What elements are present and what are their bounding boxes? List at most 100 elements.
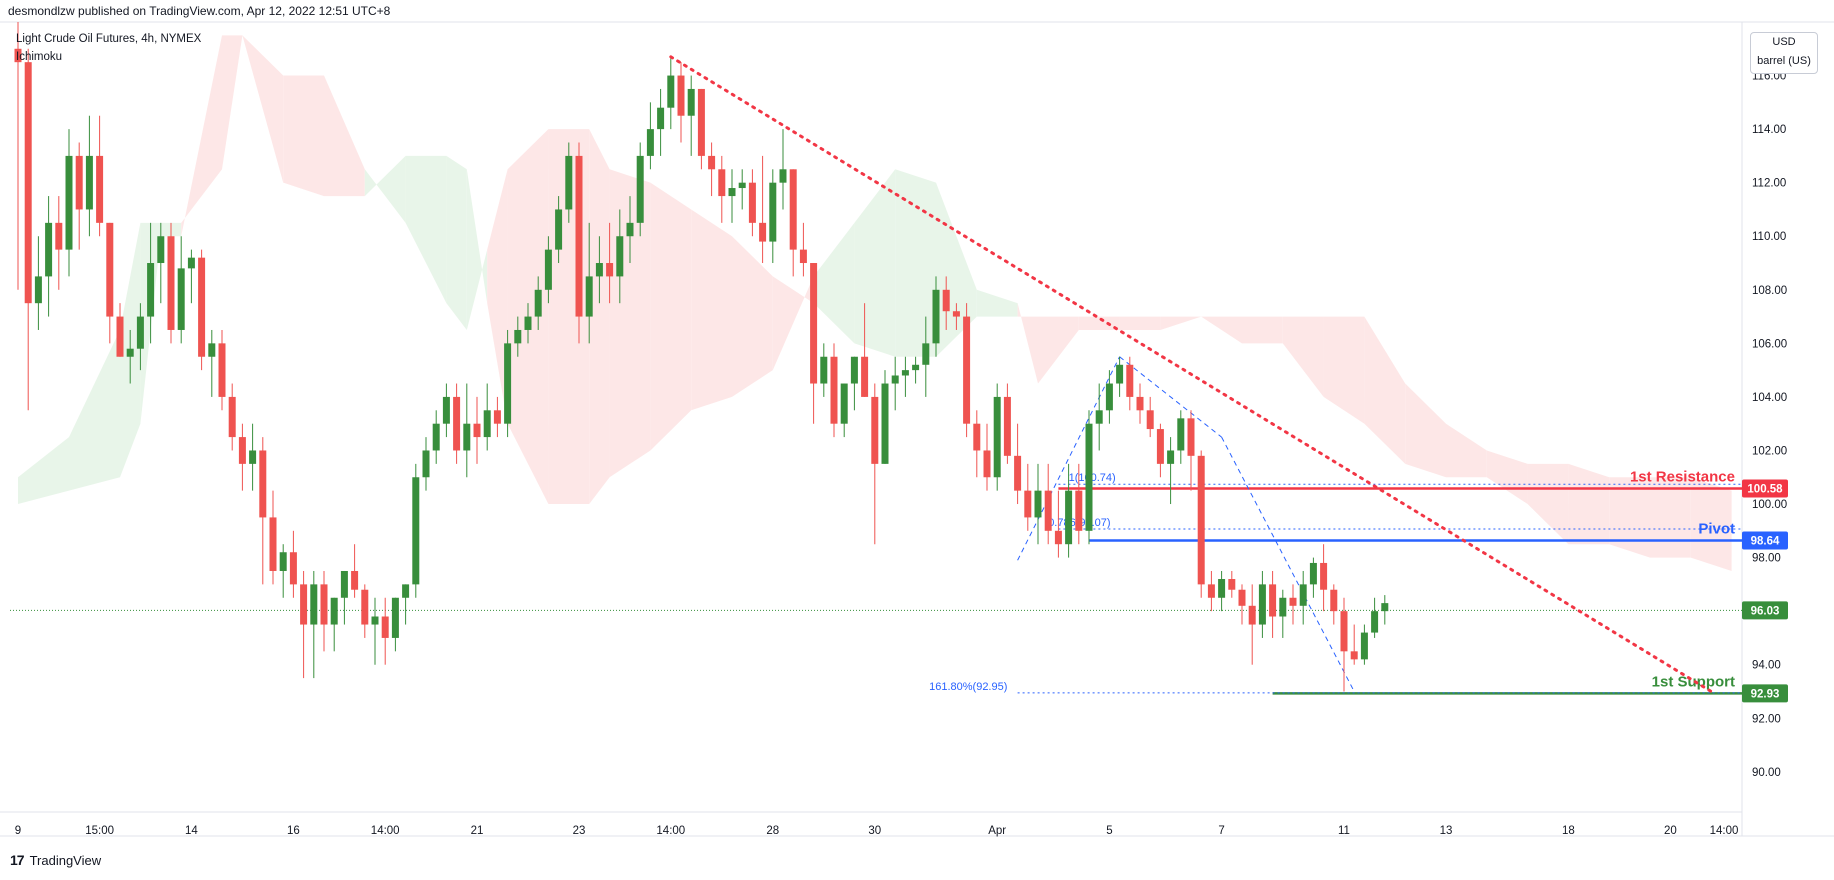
candle <box>1167 437 1175 505</box>
candle <box>1238 584 1246 625</box>
cloud-segment <box>589 129 610 505</box>
cloud-segment <box>1201 316 1242 344</box>
candle-body <box>402 584 410 598</box>
candle <box>228 383 236 451</box>
badge-value: 92.93 <box>1751 688 1780 700</box>
candle-body <box>351 570 359 590</box>
candle-body <box>1299 584 1307 606</box>
candle <box>1024 463 1032 531</box>
candle-body <box>1156 429 1164 464</box>
candle <box>157 222 165 304</box>
candle <box>330 597 338 652</box>
symbol-title[interactable]: Light Crude Oil Futures, 4h, NYMEX <box>16 33 202 45</box>
candle <box>983 423 991 491</box>
candle <box>973 410 981 478</box>
candle-body <box>1279 597 1287 617</box>
candle <box>881 370 889 464</box>
candle-body <box>759 222 767 242</box>
price-axis: 116.00114.00112.00110.00108.00106.00104.… <box>1752 71 1787 779</box>
candle-body <box>1075 490 1083 531</box>
badge-value: 98.64 <box>1751 535 1780 547</box>
cloud-segment <box>895 169 936 357</box>
time-tick-label: 13 <box>1440 825 1453 837</box>
candle <box>147 222 155 344</box>
level-name-label: Pivot <box>1698 520 1735 537</box>
cloud-segment <box>364 155 406 223</box>
currency-unit-selector[interactable]: USD barrel (US) <box>1750 32 1818 74</box>
candle-body <box>34 276 42 304</box>
candle-body <box>1371 611 1379 633</box>
candle-body <box>1238 589 1246 606</box>
candle <box>871 383 879 545</box>
candle <box>575 142 583 344</box>
candle-body <box>1085 423 1093 531</box>
cloud-segment <box>1405 383 1446 478</box>
candle-body <box>1248 605 1256 625</box>
candle <box>850 356 858 411</box>
candle-body <box>901 370 909 376</box>
candle-body <box>769 182 777 242</box>
candle-body <box>861 356 869 397</box>
candle-body <box>1350 651 1358 660</box>
candle <box>1360 624 1368 665</box>
candle-body <box>24 62 32 304</box>
candle <box>963 303 971 438</box>
cloud-segment <box>487 169 508 424</box>
candle <box>1330 584 1338 625</box>
candle <box>24 48 32 411</box>
indicator-label[interactable]: Ichimoku <box>16 51 63 63</box>
candle-body <box>381 616 389 638</box>
price-tick-label: 102.00 <box>1752 445 1787 457</box>
cloud-segment <box>1160 316 1202 330</box>
candle <box>595 236 603 304</box>
candle <box>1289 584 1297 625</box>
cloud-segment <box>1119 316 1161 330</box>
candle-body <box>65 155 73 250</box>
candle <box>728 169 736 223</box>
candle-body <box>432 423 440 451</box>
candle-body <box>1116 364 1124 384</box>
candle-body <box>259 450 267 518</box>
candle-body <box>616 236 624 277</box>
candle-body <box>1126 364 1134 397</box>
candle-body <box>912 364 920 371</box>
candle-body <box>728 188 736 197</box>
cloud-segment <box>732 236 773 397</box>
cloud-segment <box>222 35 243 170</box>
cloud-segment <box>466 169 488 330</box>
axis-price-badge: 96.03 <box>1742 601 1788 620</box>
unit-label: barrel (US) <box>1757 55 1811 67</box>
axis-price-badge: 100.58 <box>1742 479 1788 498</box>
cloud-segment <box>324 75 365 197</box>
candle-body <box>1218 579 1226 598</box>
cloud-segment <box>283 75 324 197</box>
candle <box>391 597 399 652</box>
cloud-segment <box>1282 316 1324 397</box>
candle-body <box>249 450 257 464</box>
time-tick-label: 11 <box>1338 825 1350 837</box>
candle-body <box>1167 450 1175 464</box>
candle <box>606 222 614 304</box>
time-tick-label: 14:00 <box>1710 825 1739 837</box>
candle-body <box>320 584 328 625</box>
time-tick-label: 15:00 <box>85 825 114 837</box>
badge-bg <box>1742 601 1788 620</box>
candle <box>432 410 440 464</box>
candle-body <box>55 222 63 250</box>
candle <box>493 396 501 438</box>
time-tick-label: 28 <box>766 825 779 837</box>
candle-body <box>187 257 195 269</box>
candle-body <box>1197 455 1205 585</box>
candle-body <box>606 263 614 277</box>
candle <box>779 129 787 210</box>
candle <box>626 196 634 264</box>
candle-body <box>1065 490 1073 545</box>
candle-body <box>779 169 787 183</box>
footer-brand[interactable]: 17 TradingView <box>10 852 101 868</box>
candle <box>351 544 359 598</box>
cloud-segment <box>1242 316 1283 344</box>
candle <box>238 423 246 491</box>
candle <box>1320 544 1328 612</box>
time-tick-label: 5 <box>1106 825 1112 837</box>
